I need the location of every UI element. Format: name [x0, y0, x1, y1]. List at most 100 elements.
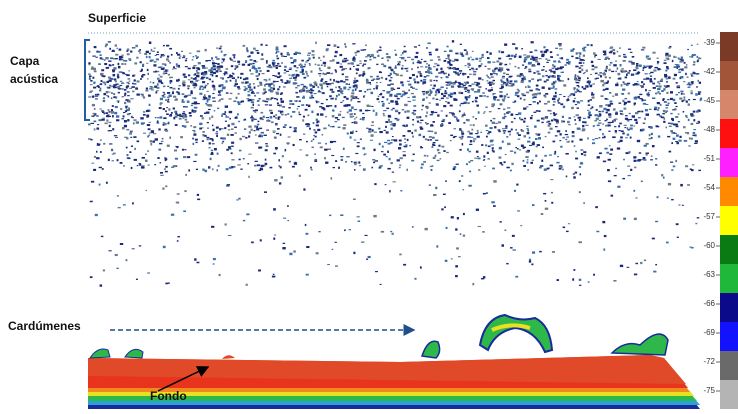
speckle	[99, 90, 101, 91]
speckle	[288, 107, 290, 108]
speckle	[295, 52, 298, 54]
speckle	[195, 142, 197, 143]
speckle	[499, 103, 502, 105]
speckle	[693, 129, 696, 130]
speckle	[334, 44, 337, 46]
speckle	[434, 112, 437, 113]
speckle	[153, 64, 156, 66]
speckle	[182, 117, 184, 119]
speckle	[657, 63, 659, 64]
speckle	[529, 104, 532, 105]
speckle	[486, 80, 488, 81]
speckle	[108, 41, 111, 42]
speckle	[388, 116, 391, 118]
speckle	[578, 77, 580, 79]
speckle	[560, 103, 563, 105]
speckle	[452, 40, 454, 42]
speckle	[241, 82, 244, 84]
speckle	[688, 103, 690, 105]
speckle	[655, 164, 657, 166]
speckle	[496, 73, 498, 75]
speckle	[386, 156, 388, 157]
speckle	[429, 54, 432, 55]
speckle	[664, 101, 667, 103]
speckle	[137, 165, 139, 166]
speckle	[132, 117, 134, 118]
speckle	[90, 90, 93, 91]
speckle	[641, 81, 643, 83]
speckle	[197, 80, 199, 81]
speckle	[543, 118, 545, 120]
speckle	[603, 248, 605, 250]
speckle	[172, 92, 174, 94]
speckle	[628, 92, 630, 94]
speckle	[338, 86, 340, 88]
speckle	[186, 122, 189, 123]
speckle	[169, 115, 171, 117]
speckle	[193, 133, 196, 135]
speckle	[147, 69, 149, 71]
speckle	[505, 154, 507, 155]
speckle	[235, 65, 237, 66]
speckle	[196, 169, 198, 170]
speckle	[371, 125, 374, 126]
speckle	[411, 68, 413, 70]
speckle	[93, 68, 96, 70]
speckle	[630, 52, 633, 53]
speckle	[228, 146, 231, 148]
speckle	[276, 51, 279, 52]
speckle	[171, 54, 173, 56]
speckle	[115, 54, 118, 56]
speckle	[693, 99, 696, 100]
speckle	[90, 80, 92, 82]
speckle	[418, 71, 421, 73]
speckle	[666, 58, 669, 59]
speckle	[90, 276, 93, 278]
scale-swatch	[720, 32, 738, 62]
speckle	[473, 73, 476, 75]
speckle	[543, 66, 545, 67]
speckle	[477, 136, 480, 138]
speckle	[199, 123, 202, 125]
speckle	[472, 51, 474, 52]
speckle	[217, 108, 219, 109]
speckle	[439, 100, 441, 101]
speckle	[552, 251, 555, 253]
speckle	[529, 261, 531, 263]
speckle	[156, 90, 158, 91]
speckle	[204, 94, 206, 96]
speckle	[655, 158, 657, 160]
speckle	[678, 140, 681, 142]
speckle	[604, 136, 606, 138]
speckle	[633, 74, 635, 76]
speckle	[399, 165, 401, 166]
scale-swatch	[720, 380, 738, 409]
speckle	[258, 147, 261, 149]
speckle	[446, 76, 449, 78]
speckle	[657, 102, 660, 104]
speckle	[330, 126, 333, 127]
speckle	[362, 113, 364, 114]
speckle	[222, 88, 225, 90]
speckle	[370, 76, 373, 78]
speckle	[526, 92, 529, 94]
speckle	[557, 130, 560, 132]
speckle	[542, 86, 545, 88]
speckle	[592, 68, 595, 70]
speckle	[407, 117, 410, 119]
speckle	[356, 131, 358, 132]
speckle	[390, 100, 393, 102]
speckle	[228, 124, 230, 126]
speckle	[532, 160, 534, 161]
speckle	[232, 77, 235, 79]
speckle	[528, 69, 531, 71]
speckle	[342, 59, 345, 61]
speckle	[274, 137, 276, 138]
speckle	[623, 159, 625, 160]
speckle	[205, 103, 207, 104]
speckle	[247, 163, 249, 164]
speckle	[643, 103, 646, 105]
speckle	[213, 72, 216, 74]
speckle	[163, 124, 165, 126]
speckle	[88, 123, 90, 125]
